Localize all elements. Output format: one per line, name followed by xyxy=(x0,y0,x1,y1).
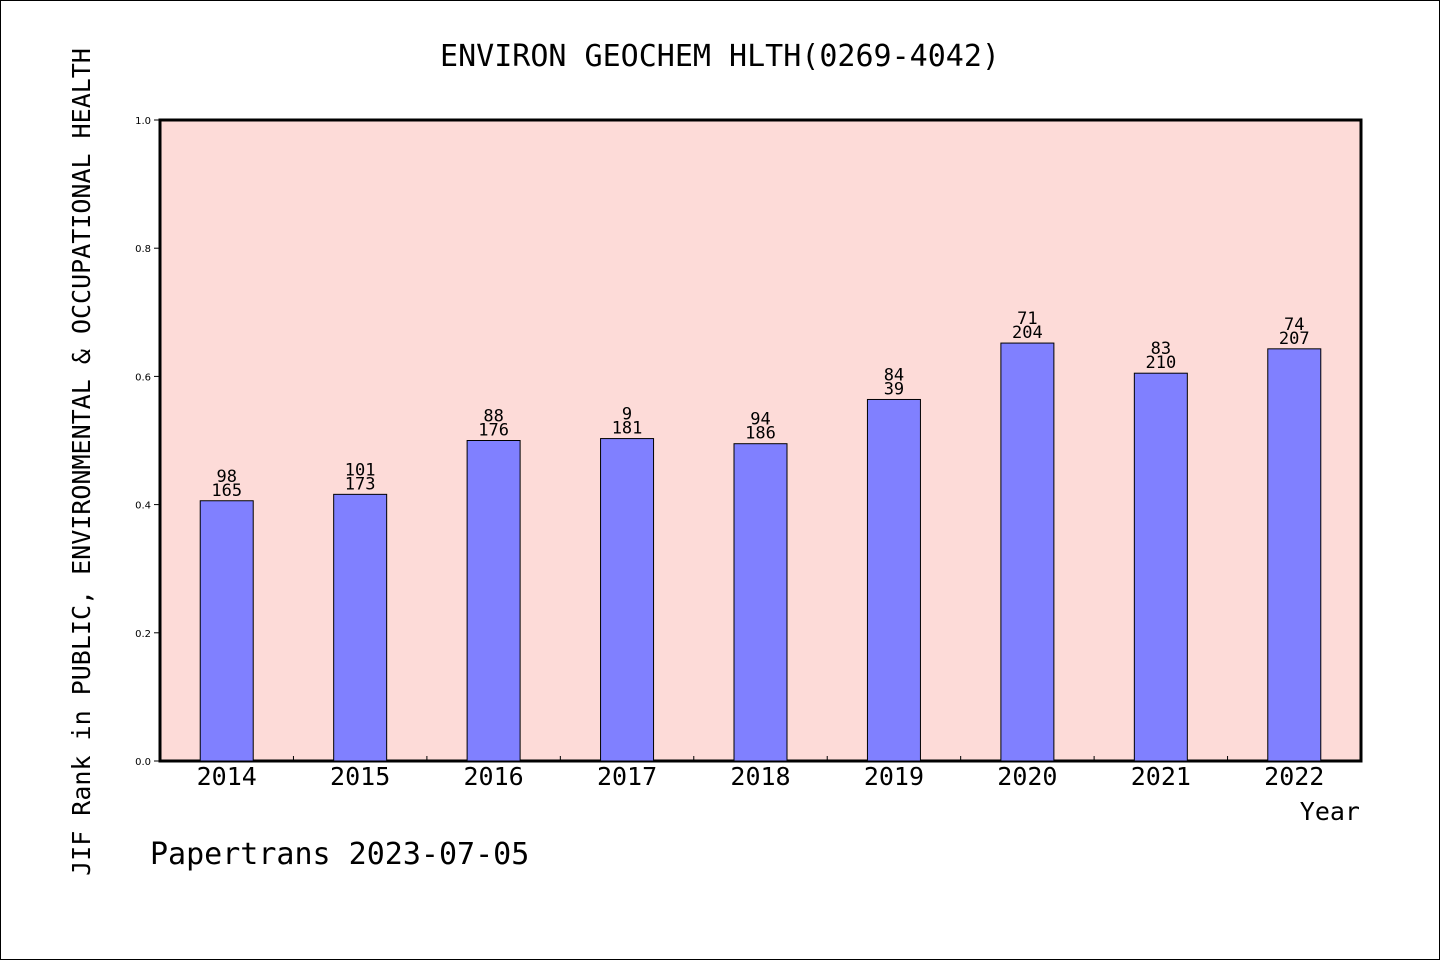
y-axis-label: JIF Rank in PUBLIC, ENVIRONMENTAL & OCCU… xyxy=(67,48,96,876)
y-tick-label: 0.6 xyxy=(135,372,151,383)
x-axis-label: Year xyxy=(1300,797,1360,826)
bar-total-label: 173 xyxy=(345,474,376,494)
x-tick-label: 2022 xyxy=(1264,762,1324,791)
bar-total-label: 210 xyxy=(1145,353,1176,373)
x-tick-label: 2017 xyxy=(597,762,657,791)
bar-rank-label: 88 xyxy=(483,407,503,427)
y-tick-label: 0.2 xyxy=(135,629,151,640)
bar-total-label: 207 xyxy=(1279,329,1310,349)
bar-total-label: 176 xyxy=(478,421,509,441)
x-tick-label: 2021 xyxy=(1131,762,1191,791)
x-tick-label: 2018 xyxy=(730,762,790,791)
bar-2015 xyxy=(333,493,388,762)
bar-rank-label: 84 xyxy=(884,365,904,385)
x-tick-label: 2015 xyxy=(330,762,390,791)
bar-2016 xyxy=(466,440,521,762)
y-tick-label: 1.0 xyxy=(135,116,151,127)
bar-2018 xyxy=(733,443,788,762)
bar-rank-label: 98 xyxy=(216,467,236,487)
y-tick-label: 0.0 xyxy=(135,757,151,768)
chart-title: ENVIRON GEOCHEM HLTH(0269-4042) xyxy=(440,39,1000,74)
bar-2019 xyxy=(866,398,921,762)
bar-rank-label: 94 xyxy=(750,410,770,430)
bar-total-label: 39 xyxy=(884,379,904,399)
bar-2014 xyxy=(199,500,254,762)
bar-2022 xyxy=(1267,348,1322,762)
x-tick-label: 2019 xyxy=(864,762,924,791)
x-tick-label: 2016 xyxy=(464,762,524,791)
bar-2017 xyxy=(600,438,655,762)
x-tick-label: 2014 xyxy=(197,762,257,791)
bar-total-label: 186 xyxy=(745,424,776,444)
bar-rank-label: 83 xyxy=(1151,339,1171,359)
bar-total-label: 204 xyxy=(1012,323,1043,343)
bar-2021 xyxy=(1133,372,1188,762)
bar-rank-label: 74 xyxy=(1284,315,1304,335)
bar-total-label: 181 xyxy=(612,419,643,439)
x-axis: 2014 2015 2016 2017 2018 2019 2020 2021 2022 xyxy=(197,756,1324,791)
y-axis: 0.0 0.2 0.4 0.6 0.8 1.0 xyxy=(135,116,160,768)
y-tick-label: 0.4 xyxy=(135,501,151,512)
bar-2020 xyxy=(1000,342,1055,762)
bar-rank-label: 101 xyxy=(345,460,376,480)
y-tick-label: 0.8 xyxy=(135,244,151,255)
footer-credit: Papertrans 2023-07-05 xyxy=(150,837,529,872)
x-tick-label: 2020 xyxy=(997,762,1057,791)
bar-total-label: 165 xyxy=(211,481,242,501)
bar-rank-label: 9 xyxy=(622,405,632,425)
bar-rank-label: 71 xyxy=(1017,309,1037,329)
